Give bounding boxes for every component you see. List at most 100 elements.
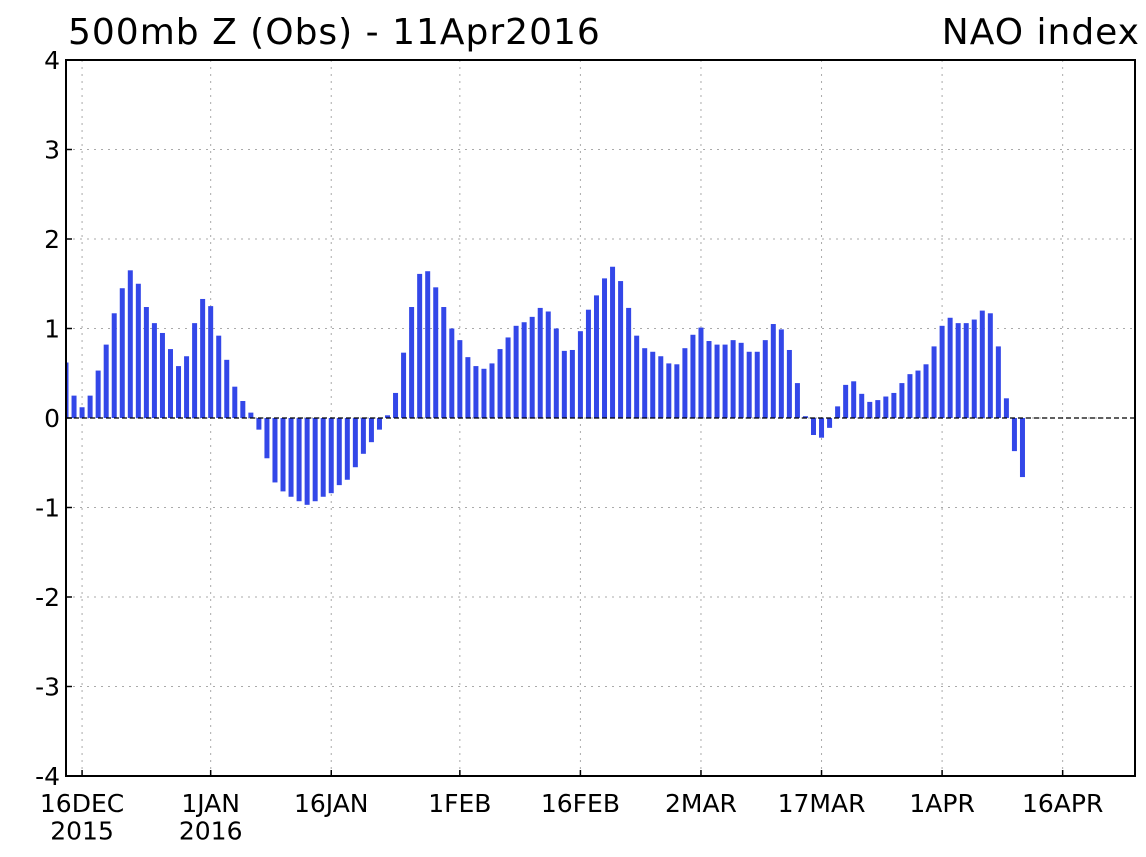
bar bbox=[690, 334, 696, 418]
x-tick-label: 16DEC 2015 bbox=[40, 789, 124, 846]
x-tick-label: 1FEB bbox=[428, 789, 491, 818]
bar bbox=[979, 310, 985, 418]
bar bbox=[971, 319, 977, 418]
bar bbox=[521, 322, 527, 418]
y-tick-label: -2 bbox=[35, 583, 60, 612]
bar bbox=[714, 344, 720, 418]
bar bbox=[216, 335, 222, 418]
chart-subtitle: NAO index bbox=[942, 12, 1140, 53]
bar bbox=[730, 340, 736, 418]
bar bbox=[794, 383, 800, 418]
bar bbox=[280, 418, 286, 492]
bar bbox=[995, 346, 1001, 418]
bar bbox=[1011, 418, 1017, 452]
bar bbox=[545, 311, 551, 418]
bar bbox=[272, 418, 278, 483]
bar bbox=[593, 295, 599, 418]
bar bbox=[955, 323, 961, 418]
bar bbox=[111, 313, 117, 418]
bar bbox=[208, 306, 214, 418]
bar bbox=[401, 352, 407, 418]
bar bbox=[296, 418, 302, 502]
bar bbox=[819, 418, 825, 438]
bar bbox=[497, 349, 503, 418]
bar bbox=[698, 327, 704, 418]
bar bbox=[360, 418, 366, 454]
bar bbox=[159, 332, 165, 418]
bar bbox=[585, 309, 591, 418]
bar bbox=[947, 317, 953, 418]
bar bbox=[746, 351, 752, 418]
bar bbox=[376, 418, 382, 430]
plot-frame bbox=[65, 59, 1136, 777]
bar bbox=[192, 323, 198, 418]
bar bbox=[393, 392, 399, 418]
bar bbox=[706, 341, 712, 418]
bar bbox=[184, 356, 190, 418]
bar bbox=[143, 307, 149, 418]
bar bbox=[304, 418, 310, 505]
bar bbox=[722, 344, 728, 418]
bar bbox=[71, 395, 77, 418]
bar bbox=[256, 418, 262, 430]
bar bbox=[1019, 418, 1025, 478]
bar bbox=[240, 400, 246, 418]
bar bbox=[923, 364, 929, 418]
bar bbox=[457, 340, 463, 418]
bar bbox=[95, 370, 101, 418]
bar bbox=[465, 357, 471, 418]
bar bbox=[529, 316, 535, 418]
bar bbox=[1003, 398, 1009, 418]
x-tick-label: 16APR bbox=[1022, 789, 1103, 818]
bar bbox=[569, 349, 575, 418]
bar bbox=[907, 374, 913, 418]
bar bbox=[642, 348, 648, 418]
bar bbox=[312, 418, 318, 502]
chart-title: 500mb Z (Obs) - 11Apr2016 bbox=[68, 12, 601, 53]
bar bbox=[899, 383, 905, 418]
bar bbox=[851, 381, 857, 418]
bar bbox=[87, 395, 93, 418]
bar bbox=[288, 418, 294, 497]
bar bbox=[176, 366, 182, 418]
x-tick-label: 2MAR bbox=[665, 789, 737, 818]
bar bbox=[320, 418, 326, 497]
bar bbox=[602, 278, 608, 418]
bar bbox=[561, 350, 567, 418]
y-tick-label: -3 bbox=[35, 673, 60, 702]
bar bbox=[810, 418, 816, 436]
bar bbox=[867, 401, 873, 418]
bar bbox=[264, 418, 270, 459]
bar bbox=[336, 418, 342, 486]
bar bbox=[738, 342, 744, 418]
bar bbox=[802, 416, 808, 418]
bar bbox=[610, 266, 616, 418]
bar bbox=[232, 386, 238, 418]
bar bbox=[425, 271, 431, 418]
bar bbox=[537, 307, 543, 418]
bar bbox=[119, 288, 125, 418]
bar bbox=[883, 396, 889, 418]
bar bbox=[103, 344, 109, 418]
bar bbox=[618, 281, 624, 418]
bar bbox=[505, 337, 511, 418]
bar bbox=[352, 418, 358, 468]
bar bbox=[135, 283, 141, 418]
bars bbox=[66, 266, 1025, 505]
bar bbox=[328, 418, 334, 494]
bar bbox=[151, 323, 157, 418]
bar bbox=[835, 406, 841, 418]
bar bbox=[513, 325, 519, 418]
x-tick-label: 16FEB bbox=[541, 789, 620, 818]
bar bbox=[79, 407, 85, 418]
bar bbox=[987, 313, 993, 418]
x-tick-label: 1JAN 2016 bbox=[179, 789, 243, 846]
bar bbox=[682, 348, 688, 418]
bar bbox=[915, 370, 921, 418]
y-tick-label: 2 bbox=[44, 225, 60, 254]
bar bbox=[473, 366, 479, 418]
x-tick-label: 17MAR bbox=[778, 789, 866, 818]
bar bbox=[385, 415, 391, 418]
bar bbox=[786, 349, 792, 418]
